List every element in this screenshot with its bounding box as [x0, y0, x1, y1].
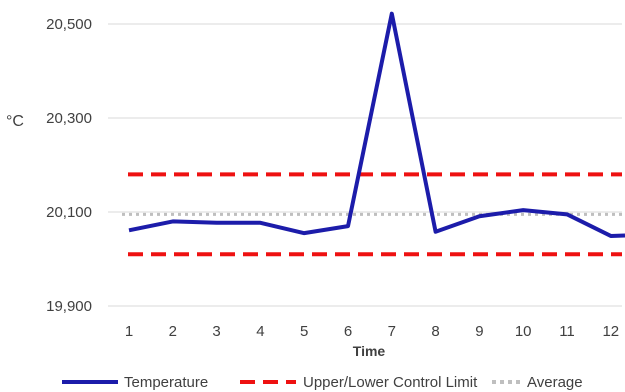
y-tick-label: 19,900	[46, 298, 92, 315]
x-axis-label: Time	[353, 343, 386, 359]
x-tick-label: 8	[431, 323, 439, 340]
x-tick-label: 5	[300, 323, 308, 340]
x-tick-label: 4	[256, 323, 264, 340]
gridlines	[108, 23, 622, 307]
x-tick-label: 3	[212, 323, 220, 340]
x-tick-label: 7	[388, 323, 396, 340]
legend-item-average: Average	[492, 374, 583, 391]
control-limit-lines	[128, 172, 622, 257]
temperature-series	[128, 11, 625, 238]
y-tick-label: 20,300	[46, 110, 92, 127]
x-tick-label: 9	[475, 323, 483, 340]
x-tick-label: 11	[559, 323, 575, 340]
x-tick-label: 10	[515, 323, 532, 340]
y-axis-label: °C	[6, 113, 24, 130]
legend-item-control-limit: Upper/Lower Control Limit	[240, 374, 478, 391]
legend: Temperature Upper/Lower Control Limit Av…	[62, 374, 583, 391]
legend-label-temperature: Temperature	[124, 374, 208, 391]
y-tick-labels: 19,900 20,100 20,300 20,500	[46, 16, 92, 315]
x-tick-label: 2	[169, 323, 177, 340]
y-tick-label: 20,100	[46, 204, 92, 221]
x-tick-labels: 1 2 3 4 5 6 7 8 9 10 11 12	[125, 323, 619, 340]
x-tick-label: 12	[602, 323, 619, 340]
y-tick-label: 20,500	[46, 16, 92, 33]
legend-label-control-limit: Upper/Lower Control Limit	[303, 374, 478, 391]
x-tick-label: 6	[344, 323, 352, 340]
legend-label-average: Average	[527, 374, 583, 391]
x-tick-label: 1	[125, 323, 133, 340]
legend-item-temperature: Temperature	[62, 374, 208, 391]
temperature-line	[128, 11, 625, 238]
